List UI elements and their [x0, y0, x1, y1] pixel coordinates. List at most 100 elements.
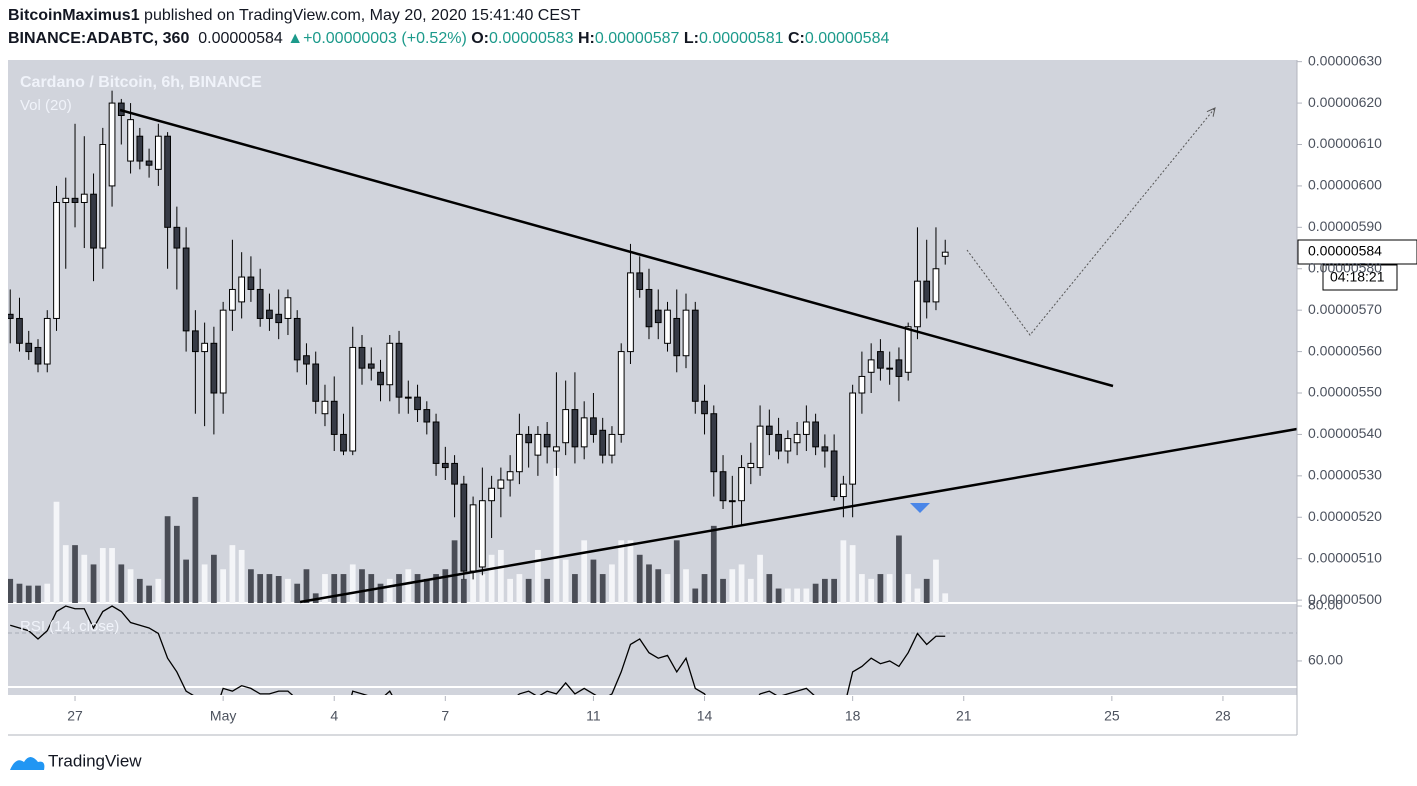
volume-bar	[738, 564, 745, 603]
volume-bar	[62, 545, 69, 603]
candle-body	[284, 297, 292, 319]
candle-body	[127, 119, 134, 162]
volume-bar	[923, 578, 930, 603]
last-price-box	[1297, 239, 1417, 265]
x-tick-label: 14	[697, 708, 713, 724]
volume-bar	[479, 574, 486, 603]
volume-bar	[822, 578, 828, 603]
volume-bar	[433, 574, 439, 603]
candle-body	[358, 346, 366, 369]
x-tick-label: 11	[586, 708, 601, 724]
countdown-box	[1322, 264, 1398, 291]
candle-body	[793, 433, 801, 444]
x-tick-label: 27	[67, 708, 83, 724]
header-line-1: BitcoinMaximus1 published on TradingView…	[8, 7, 580, 25]
volume-bar	[747, 578, 754, 603]
candle-body	[525, 433, 533, 444]
volume-bar	[516, 574, 523, 603]
volume-bar	[664, 574, 671, 603]
candle-body	[571, 409, 579, 448]
candle-body	[53, 201, 60, 319]
candle-body	[367, 363, 375, 369]
candle-body	[219, 309, 227, 394]
candle-body	[80, 193, 88, 203]
volume-bar	[581, 540, 588, 603]
countdown: 04:18:21	[1330, 269, 1385, 285]
y-tick-label: 0.00000570	[1308, 301, 1382, 317]
candle-body	[349, 346, 357, 452]
volume-bar	[238, 549, 245, 603]
volume-bar	[507, 578, 513, 603]
volume-bar	[553, 468, 560, 603]
candle-body	[923, 280, 931, 303]
candle-body	[867, 359, 875, 373]
volume-bar	[109, 548, 115, 603]
candle-body	[34, 346, 42, 365]
candle-body	[497, 479, 505, 489]
y-tick-label: 0.00000540	[1308, 425, 1382, 441]
author: BitcoinMaximus1	[8, 7, 140, 24]
h-label: H:	[577, 30, 595, 47]
volume-bar	[99, 548, 106, 603]
candle-body	[599, 429, 607, 456]
volume-bar	[25, 585, 32, 603]
rsi-tick-label: 80.00	[1308, 597, 1343, 613]
candle-body	[802, 421, 810, 435]
volume-bar	[720, 578, 726, 603]
candle-body	[414, 396, 421, 411]
y-tick-label: 0.00000630	[1308, 52, 1382, 68]
candle-body	[395, 342, 403, 398]
candle-body	[608, 433, 616, 456]
candle-body	[904, 326, 912, 373]
candle-body	[914, 280, 921, 328]
candle-body	[423, 409, 431, 423]
signal-marker	[910, 503, 930, 513]
x-tick-label: 28	[1215, 708, 1231, 724]
candle-body	[71, 197, 79, 203]
candle-body	[90, 193, 97, 249]
candle-body	[710, 413, 718, 473]
candle-body	[590, 417, 597, 435]
x-tick-label: 4	[330, 708, 338, 724]
volume-bar	[886, 574, 893, 603]
candle-body	[210, 342, 218, 394]
volume-bar	[72, 545, 78, 603]
volume-bar	[803, 588, 810, 603]
candle-body	[478, 500, 486, 568]
last: 0.00000584	[198, 30, 283, 47]
volume-bar	[146, 585, 152, 603]
volume-bar	[155, 578, 162, 603]
volume-bar	[275, 576, 282, 603]
rsi-tick-label: 60.00	[1308, 652, 1343, 668]
volume-bar	[868, 578, 875, 603]
volume-bar	[303, 569, 310, 603]
candle-body	[877, 351, 884, 369]
candle-body	[164, 135, 171, 228]
y-tick-label: 0.00000500	[1308, 591, 1382, 607]
volume-bar	[44, 583, 51, 603]
volume-bar	[942, 593, 949, 603]
y-tick-label: 0.00000600	[1308, 177, 1382, 193]
volume-bar	[331, 574, 338, 603]
x-tick-label: 21	[956, 708, 972, 724]
candle-body	[516, 433, 523, 473]
volume-bar	[683, 569, 689, 603]
l-label: L:	[683, 30, 699, 47]
published: published on TradingView.com, May 20, 20…	[139, 7, 581, 24]
volume-bar	[201, 564, 208, 603]
candle-body	[145, 160, 153, 166]
c: 0.00000584	[804, 30, 890, 47]
candle-body	[691, 309, 699, 402]
volume-bar	[831, 578, 837, 603]
candle-body	[108, 102, 116, 187]
candle-body	[293, 317, 301, 361]
candle-body	[99, 143, 107, 249]
volume-bar	[442, 569, 449, 603]
volume-bar	[646, 564, 652, 603]
volume-bar	[118, 564, 125, 603]
volume-bar	[849, 545, 856, 603]
volume-bar	[396, 574, 402, 603]
volume-bar	[497, 549, 504, 603]
